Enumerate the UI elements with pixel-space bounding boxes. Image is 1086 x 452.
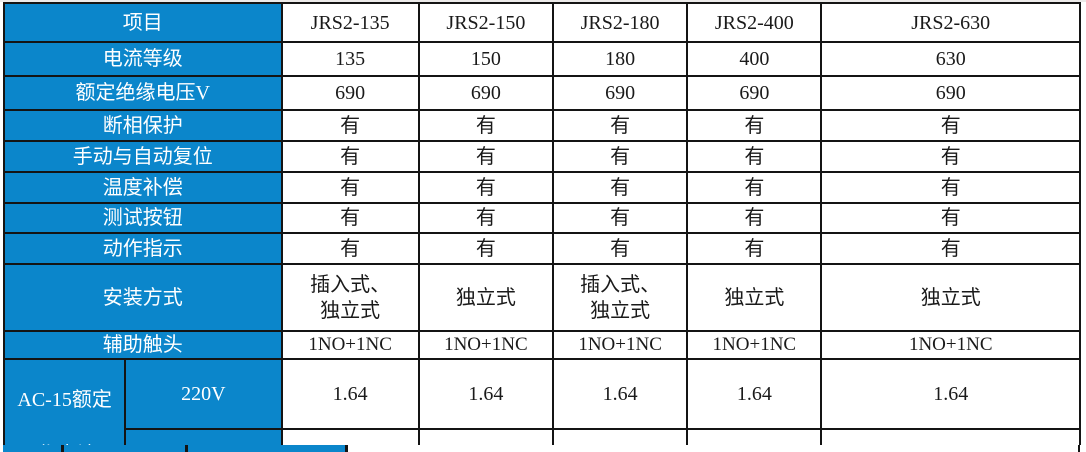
row-label-action-indication: 动作指示 xyxy=(3,232,283,265)
cell: 有 xyxy=(686,109,823,142)
cell: 150 xyxy=(417,41,554,77)
cell: 独立式 xyxy=(820,263,1081,332)
top-edge-line xyxy=(0,0,1086,2)
cell: 有 xyxy=(417,140,554,173)
cell: 1NO+1NC xyxy=(417,330,554,360)
partial-border xyxy=(345,445,348,452)
cell: 1NO+1NC xyxy=(686,330,823,360)
row-label-insulation-voltage: 额定绝缘电压V xyxy=(3,75,283,111)
cell: 有 xyxy=(820,171,1081,204)
table-row-manual-auto-reset: 手动与自动复位 有 有 有 有 有 xyxy=(3,140,1081,173)
partial-cell xyxy=(64,445,185,452)
column-header-model-1: JRS2-135 xyxy=(280,2,420,43)
cell: 有 xyxy=(686,171,823,204)
table-row-phase-failure-protection: 断相保护 有 有 有 有 有 xyxy=(3,109,1081,142)
cell: 有 xyxy=(551,109,689,142)
cell: 有 xyxy=(686,232,823,265)
row-label-temperature-compensation: 温度补偿 xyxy=(3,171,283,204)
cell: 690 xyxy=(280,75,420,111)
cell: 1.64 xyxy=(686,357,823,431)
table-row-action-indication: 动作指示 有 有 有 有 有 xyxy=(3,232,1081,265)
cell: 有 xyxy=(417,109,554,142)
cell: 有 xyxy=(686,202,823,234)
cell: 有 xyxy=(686,140,823,173)
cell: 有 xyxy=(820,109,1081,142)
cell: 插入式、 独立式 xyxy=(280,263,420,332)
row-label-auxiliary-contacts: 辅助触头 xyxy=(3,330,283,360)
cell: 1NO+1NC xyxy=(820,330,1081,360)
cell: 400 xyxy=(686,41,823,77)
cell: 有 xyxy=(417,232,554,265)
row-label-current-rating: 电流等级 xyxy=(3,41,283,77)
column-header-model-4: JRS2-400 xyxy=(686,2,823,43)
table-row-test-button: 测试按钮 有 有 有 有 有 xyxy=(3,202,1081,234)
cell: 有 xyxy=(551,202,689,234)
header-row: 项目 JRS2-135 JRS2-150 JRS2-180 JRS2-400 J… xyxy=(3,2,1081,43)
row-label-manual-auto-reset: 手动与自动复位 xyxy=(3,140,283,173)
cell: 180 xyxy=(551,41,689,77)
row-sublabel-220v: 220V xyxy=(124,357,283,431)
cell: 1.64 xyxy=(417,357,554,431)
table-row-temperature-compensation: 温度补偿 有 有 有 有 有 xyxy=(3,171,1081,204)
cell: 1.64 xyxy=(551,357,689,431)
cell: 690 xyxy=(417,75,554,111)
partial-cell xyxy=(3,445,61,452)
column-header-model-3: JRS2-180 xyxy=(551,2,689,43)
partial-border xyxy=(61,445,64,452)
table-row-insulation-voltage: 额定绝缘电压V 690 690 690 690 690 xyxy=(3,75,1081,111)
table-row-installation-method: 安装方式 插入式、 独立式 独立式 插入式、 独立式 独立式 独立式 xyxy=(3,263,1081,332)
row-label-test-button: 测试按钮 xyxy=(3,202,283,234)
cell: 有 xyxy=(280,140,420,173)
cell: 独立式 xyxy=(417,263,554,332)
cell: 有 xyxy=(280,171,420,204)
cell: 有 xyxy=(551,140,689,173)
partial-next-row xyxy=(0,445,1086,452)
cell: 有 xyxy=(551,171,689,204)
partial-border xyxy=(185,445,188,452)
cell: 有 xyxy=(417,171,554,204)
cell: 有 xyxy=(820,140,1081,173)
cell: 独立式 xyxy=(686,263,823,332)
cell: 有 xyxy=(551,232,689,265)
table-row-auxiliary-contacts: 辅助触头 1NO+1NC 1NO+1NC 1NO+1NC 1NO+1NC 1NO… xyxy=(3,330,1081,360)
cell: 1.64 xyxy=(280,357,420,431)
cell: 135 xyxy=(280,41,420,77)
cell: 有 xyxy=(280,109,420,142)
table-row-current-rating: 电流等级 135 150 180 400 630 xyxy=(3,41,1081,77)
cell: 有 xyxy=(280,232,420,265)
cell: 有 xyxy=(280,202,420,234)
row-label-installation-method: 安装方式 xyxy=(3,263,283,332)
column-header-model-2: JRS2-150 xyxy=(417,2,554,43)
cell: 690 xyxy=(686,75,823,111)
cell: 1NO+1NC xyxy=(551,330,689,360)
header-item-label: 项目 xyxy=(3,2,283,43)
ac15-label-line1: AC-15额定 xyxy=(17,389,112,411)
cell: 插入式、 独立式 xyxy=(551,263,689,332)
cell: 630 xyxy=(820,41,1081,77)
row-label-phase-failure-protection: 断相保护 xyxy=(3,109,283,142)
table-row-ac15-220v: AC-15额定 工作电流A 220V 1.64 1.64 1.64 1.64 1… xyxy=(2,357,1081,452)
cell: 690 xyxy=(551,75,689,111)
partial-cell xyxy=(348,445,1080,452)
cell: 1NO+1NC xyxy=(280,330,420,360)
cell: 有 xyxy=(417,202,554,234)
partial-cell xyxy=(188,445,345,452)
cell: 有 xyxy=(820,202,1081,234)
column-header-model-5: JRS2-630 xyxy=(820,2,1081,43)
row-label-ac15-rated-current: AC-15额定 工作电流A xyxy=(2,358,127,452)
cell: 有 xyxy=(820,232,1081,265)
cell: 690 xyxy=(820,75,1081,111)
cell: 1.64 xyxy=(820,357,1081,431)
